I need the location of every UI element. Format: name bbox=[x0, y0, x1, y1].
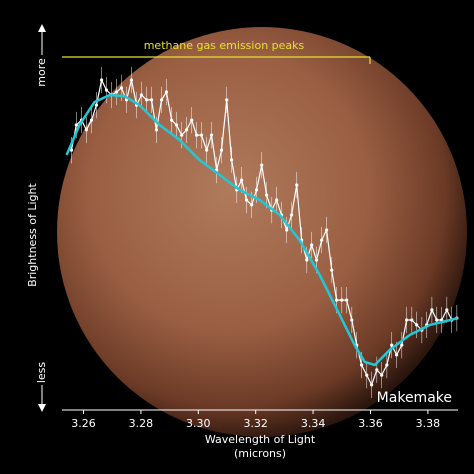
data-point bbox=[260, 163, 264, 167]
data-point bbox=[104, 88, 109, 92]
data-point bbox=[295, 183, 299, 187]
data-point bbox=[385, 363, 389, 367]
arrow-down-head bbox=[38, 404, 46, 412]
data-point bbox=[390, 343, 394, 347]
data-point bbox=[145, 98, 149, 102]
data-point bbox=[100, 78, 104, 82]
planet-label: Makemake bbox=[377, 390, 452, 406]
data-point bbox=[330, 268, 334, 272]
y-axis-label: Brightness of Light bbox=[26, 182, 39, 286]
data-point bbox=[265, 193, 269, 197]
data-point bbox=[445, 308, 449, 312]
data-point bbox=[94, 103, 99, 107]
data-point bbox=[225, 98, 229, 102]
data-point bbox=[305, 258, 309, 262]
data-point bbox=[89, 118, 94, 122]
data-point bbox=[324, 228, 329, 232]
data-point bbox=[194, 133, 199, 137]
data-point bbox=[275, 198, 279, 202]
planet-image bbox=[57, 27, 467, 437]
data-point bbox=[170, 118, 174, 122]
data-point bbox=[289, 213, 294, 217]
annotation-title: methane gas emission peaks bbox=[144, 39, 305, 52]
data-point bbox=[119, 86, 123, 90]
data-point bbox=[254, 188, 259, 192]
data-point bbox=[405, 318, 409, 322]
y-tick-label: more bbox=[35, 58, 48, 87]
x-tick-label: 3.36 bbox=[358, 417, 383, 430]
data-point bbox=[375, 368, 379, 372]
data-point bbox=[370, 383, 374, 387]
x-tick-label: 3.26 bbox=[71, 417, 96, 430]
data-point bbox=[365, 373, 369, 377]
x-tick-label: 3.38 bbox=[416, 417, 441, 430]
x-axis-label: (microns) bbox=[234, 447, 286, 460]
data-point bbox=[180, 133, 184, 137]
data-point bbox=[244, 198, 249, 202]
series-line bbox=[65, 93, 459, 367]
x-tick-label: 3.28 bbox=[129, 417, 154, 430]
data-point bbox=[149, 98, 154, 102]
data-point bbox=[240, 178, 244, 182]
data-point bbox=[69, 148, 74, 152]
data-point bbox=[129, 78, 134, 82]
data-point bbox=[164, 90, 169, 94]
data-point bbox=[350, 318, 354, 322]
data-point bbox=[159, 98, 164, 102]
data-point bbox=[174, 123, 179, 127]
data-point bbox=[340, 298, 344, 302]
data-point bbox=[314, 258, 319, 262]
x-axis-label: Wavelength of Light bbox=[205, 433, 316, 446]
data-point bbox=[114, 90, 119, 94]
data-point bbox=[74, 123, 78, 127]
data-point bbox=[209, 133, 214, 137]
data-point bbox=[359, 363, 364, 367]
data-point bbox=[400, 343, 404, 347]
x-tick-label: 3.30 bbox=[186, 417, 211, 430]
data-point bbox=[335, 298, 339, 302]
data-point bbox=[139, 93, 144, 97]
x-tick-label: 3.34 bbox=[301, 417, 326, 430]
data-point bbox=[84, 128, 88, 132]
data-point bbox=[310, 243, 314, 247]
data-point bbox=[410, 318, 414, 322]
data-point bbox=[184, 128, 189, 132]
data-point bbox=[345, 298, 349, 302]
data-point bbox=[394, 353, 399, 357]
x-tick-label: 3.32 bbox=[243, 417, 268, 430]
data-point bbox=[435, 318, 439, 322]
data-point bbox=[415, 323, 419, 327]
data-point bbox=[199, 133, 204, 137]
arrow-up-head bbox=[38, 24, 46, 32]
data-point bbox=[190, 118, 194, 122]
data-point bbox=[380, 373, 384, 377]
data-point bbox=[205, 148, 209, 152]
data-point bbox=[320, 238, 324, 242]
data-point bbox=[229, 158, 234, 162]
data-point bbox=[154, 128, 159, 132]
data-point bbox=[430, 308, 434, 312]
data-point bbox=[219, 148, 224, 152]
y-tick-label: less bbox=[35, 362, 48, 384]
data-point bbox=[285, 228, 289, 232]
data-point bbox=[250, 203, 254, 207]
